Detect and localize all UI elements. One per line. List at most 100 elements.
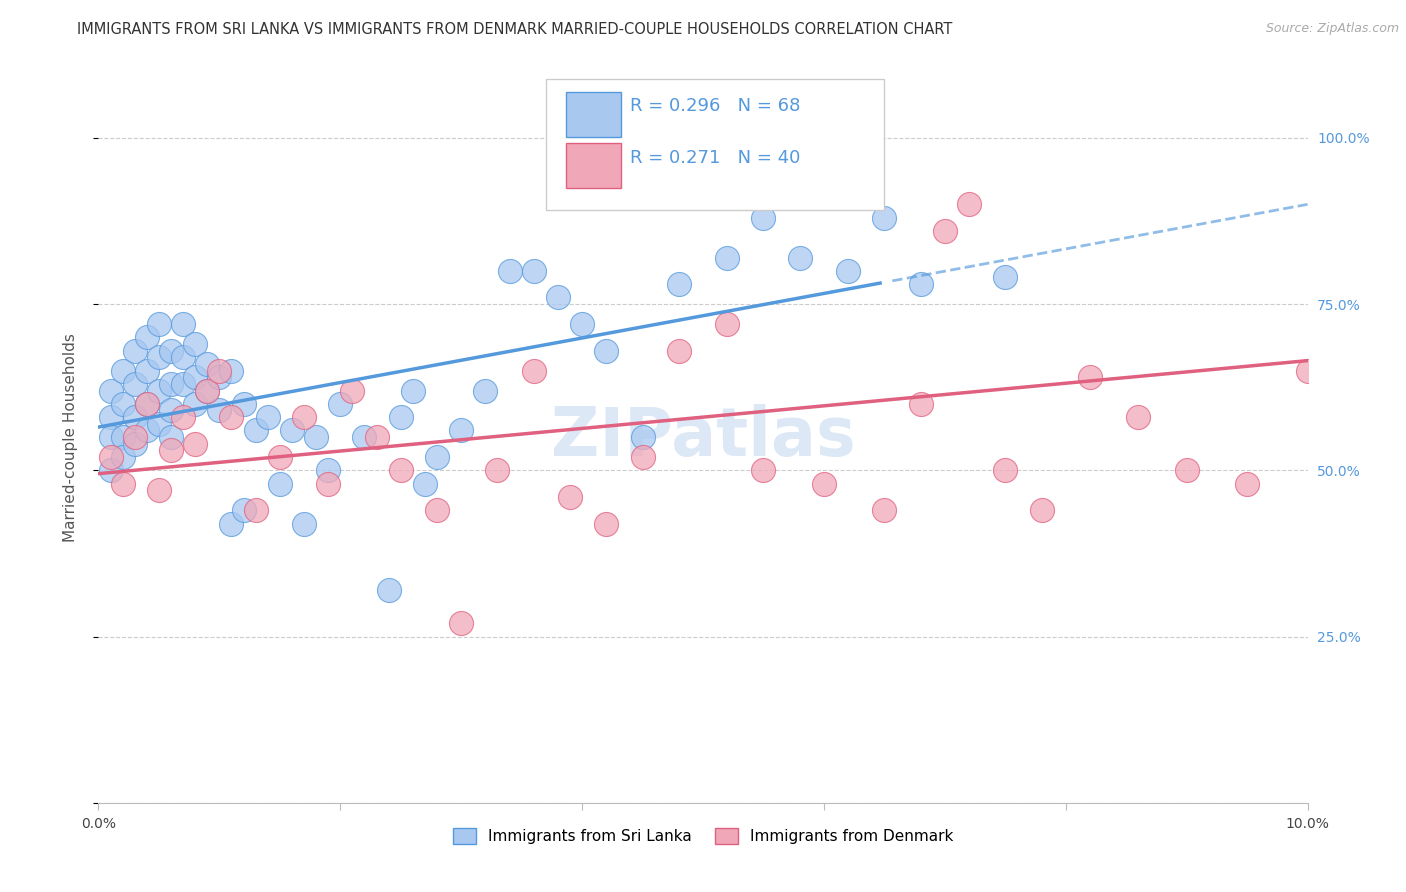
Point — [172, 376, 194, 391]
Point — [232, 397, 254, 411]
Point — [195, 357, 218, 371]
Point — [256, 410, 278, 425]
Point — [1128, 410, 1150, 425]
Point — [523, 363, 546, 377]
Text: IMMIGRANTS FROM SRI LANKA VS IMMIGRANTS FROM DENMARK MARRIED-COUPLE HOUSEHOLDS C: IMMIGRANTS FROM SRI LANKA VS IMMIGRANTS … — [77, 22, 953, 37]
Point — [873, 503, 896, 517]
Text: R = 0.296   N = 68: R = 0.296 N = 68 — [630, 97, 801, 115]
Point — [450, 616, 472, 631]
Point — [1078, 370, 1101, 384]
Point — [148, 351, 170, 365]
Point — [148, 483, 170, 498]
Point — [450, 424, 472, 438]
Point — [208, 363, 231, 377]
Point — [195, 384, 218, 398]
Point — [195, 384, 218, 398]
Point — [547, 290, 569, 304]
Point — [1236, 476, 1258, 491]
Point — [316, 476, 339, 491]
Point — [135, 330, 157, 344]
FancyBboxPatch shape — [546, 78, 884, 211]
Point — [668, 277, 690, 292]
Point — [281, 424, 304, 438]
Point — [100, 384, 122, 398]
Point — [752, 463, 775, 477]
Point — [910, 397, 932, 411]
Point — [124, 436, 146, 450]
Point — [100, 430, 122, 444]
Point — [111, 476, 134, 491]
Point — [160, 403, 183, 417]
Point — [160, 443, 183, 458]
Point — [523, 264, 546, 278]
Point — [111, 430, 134, 444]
Point — [135, 397, 157, 411]
Point — [402, 384, 425, 398]
Y-axis label: Married-couple Households: Married-couple Households — [63, 333, 77, 541]
Point — [558, 490, 581, 504]
Point — [124, 410, 146, 425]
Point — [813, 476, 835, 491]
Point — [148, 417, 170, 431]
Point — [221, 516, 243, 531]
Point — [631, 430, 654, 444]
Point — [716, 317, 738, 331]
FancyBboxPatch shape — [567, 92, 621, 137]
Point — [269, 450, 291, 464]
Point — [486, 463, 509, 477]
Text: ZIPatlas: ZIPatlas — [551, 404, 855, 470]
Point — [172, 317, 194, 331]
Point — [135, 363, 157, 377]
Point — [111, 363, 134, 377]
Point — [160, 430, 183, 444]
Point — [172, 410, 194, 425]
Point — [208, 370, 231, 384]
Point — [1031, 503, 1053, 517]
Point — [329, 397, 352, 411]
Point — [245, 503, 267, 517]
Point — [426, 503, 449, 517]
Point — [716, 251, 738, 265]
Point — [389, 410, 412, 425]
Point — [135, 397, 157, 411]
Point — [305, 430, 328, 444]
Text: R = 0.271   N = 40: R = 0.271 N = 40 — [630, 149, 801, 167]
Point — [994, 463, 1017, 477]
Point — [1296, 363, 1319, 377]
Point — [474, 384, 496, 398]
Point — [389, 463, 412, 477]
Point — [957, 197, 980, 211]
Point — [135, 424, 157, 438]
Point — [1175, 463, 1198, 477]
Point — [595, 343, 617, 358]
Point — [221, 410, 243, 425]
FancyBboxPatch shape — [567, 143, 621, 188]
Point — [124, 430, 146, 444]
Point — [342, 384, 364, 398]
Point — [316, 463, 339, 477]
Text: Source: ZipAtlas.com: Source: ZipAtlas.com — [1265, 22, 1399, 36]
Point — [148, 384, 170, 398]
Point — [994, 270, 1017, 285]
Point — [595, 516, 617, 531]
Point — [377, 582, 399, 597]
Point — [124, 343, 146, 358]
Point — [426, 450, 449, 464]
Point — [498, 264, 520, 278]
Point — [873, 211, 896, 225]
Point — [160, 376, 183, 391]
Point — [752, 211, 775, 225]
Point — [910, 277, 932, 292]
Point — [366, 430, 388, 444]
Point — [184, 337, 207, 351]
Point — [172, 351, 194, 365]
Point — [124, 376, 146, 391]
Point — [353, 430, 375, 444]
Point — [292, 516, 315, 531]
Point — [232, 503, 254, 517]
Point — [100, 450, 122, 464]
Point — [184, 436, 207, 450]
Point — [111, 397, 134, 411]
Legend: Immigrants from Sri Lanka, Immigrants from Denmark: Immigrants from Sri Lanka, Immigrants fr… — [447, 822, 959, 850]
Point — [100, 463, 122, 477]
